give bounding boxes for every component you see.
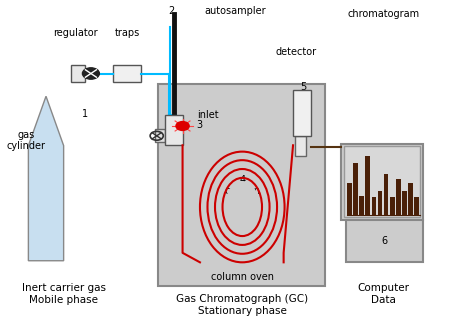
- Circle shape: [176, 122, 189, 131]
- Bar: [414, 197, 419, 215]
- Text: 3: 3: [197, 120, 203, 130]
- Bar: [396, 179, 401, 215]
- FancyBboxPatch shape: [71, 65, 85, 82]
- Text: Gas Chromatograph (GC)
Stationary phase: Gas Chromatograph (GC) Stationary phase: [176, 294, 308, 316]
- Text: gas
cylinder: gas cylinder: [7, 130, 46, 151]
- Text: Computer
Data: Computer Data: [357, 283, 409, 305]
- Bar: [378, 191, 383, 215]
- Bar: [372, 197, 376, 215]
- Text: 4: 4: [239, 175, 246, 185]
- Bar: [390, 197, 394, 215]
- FancyBboxPatch shape: [346, 220, 423, 262]
- FancyBboxPatch shape: [158, 84, 325, 286]
- Text: autosampler: autosampler: [205, 6, 266, 16]
- Text: 2: 2: [169, 6, 175, 16]
- Bar: [353, 163, 358, 215]
- Bar: [347, 183, 352, 215]
- FancyBboxPatch shape: [113, 65, 141, 82]
- FancyBboxPatch shape: [295, 136, 306, 156]
- Text: column oven: column oven: [211, 272, 274, 282]
- Bar: [359, 196, 364, 215]
- Ellipse shape: [225, 181, 260, 233]
- Text: inlet: inlet: [197, 110, 219, 120]
- Text: 1: 1: [82, 109, 88, 119]
- Bar: [402, 191, 407, 215]
- Bar: [384, 174, 389, 215]
- Text: traps: traps: [114, 28, 140, 38]
- FancyBboxPatch shape: [344, 146, 420, 217]
- Text: column: column: [224, 186, 260, 196]
- Circle shape: [82, 68, 100, 79]
- Bar: [408, 183, 413, 215]
- Text: Inert carrier gas
Mobile phase: Inert carrier gas Mobile phase: [22, 283, 106, 305]
- Text: regulator: regulator: [53, 28, 98, 38]
- Text: 5: 5: [300, 82, 306, 92]
- FancyBboxPatch shape: [341, 144, 423, 220]
- FancyBboxPatch shape: [293, 90, 311, 136]
- Text: 6: 6: [381, 236, 387, 246]
- FancyBboxPatch shape: [164, 115, 182, 145]
- Text: chromatogram: chromatogram: [347, 9, 419, 19]
- FancyBboxPatch shape: [155, 130, 164, 142]
- Text: detector: detector: [276, 47, 317, 57]
- PathPatch shape: [28, 96, 64, 261]
- Bar: [365, 156, 370, 215]
